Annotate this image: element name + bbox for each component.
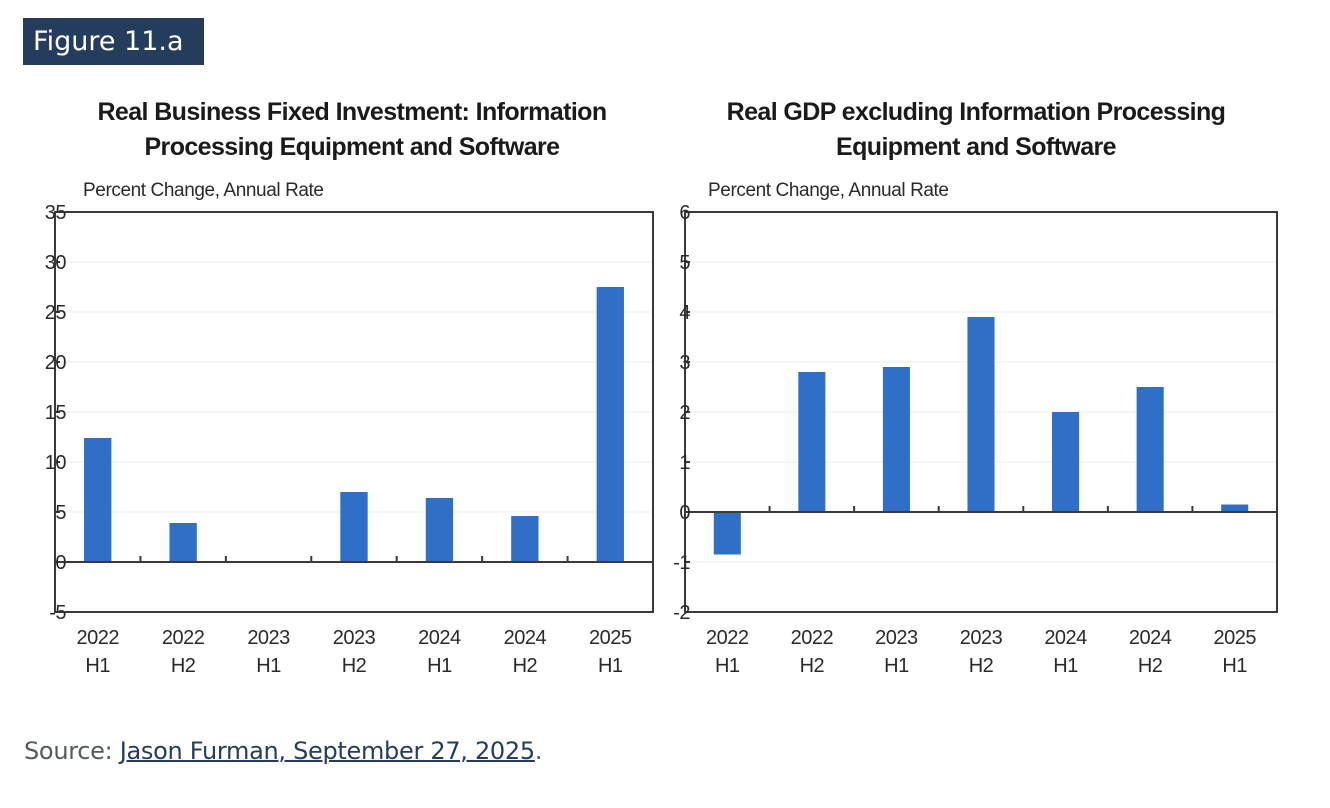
x-tick-label-half: H1: [256, 655, 281, 677]
x-tick-label-year: 2025: [589, 627, 632, 649]
bar-2022-h2: [169, 523, 197, 562]
x-tick-label-half: H1: [1222, 655, 1247, 677]
source-prefix: Source:: [24, 737, 120, 765]
y-tick-label: 4: [679, 302, 690, 324]
x-tick-label-year: 2024: [418, 627, 461, 649]
x-tick-label-half: H1: [884, 655, 909, 677]
y-tick-label: 20: [45, 352, 67, 374]
bar-2022-h1: [713, 512, 741, 555]
x-tick-label-year: 2024: [1129, 627, 1172, 649]
y-axis-unit-label: Percent Change, Annual Rate: [83, 180, 324, 201]
x-tick-label-half: H2: [513, 655, 538, 677]
y-tick-label: 3: [679, 352, 690, 374]
figure-label: Figure 11.a: [23, 18, 204, 65]
x-tick-label-half: H1: [715, 655, 740, 677]
chart-title-line: Processing Equipment and Software: [144, 133, 560, 161]
chart-title-line: Equipment and Software: [836, 133, 1117, 161]
y-tick-label: -5: [49, 602, 66, 624]
x-tick-label-half: H1: [85, 655, 110, 677]
chart-title-line: Real GDP excluding Information Processin…: [727, 98, 1226, 126]
chart-title-line: Real Business Fixed Investment: Informat…: [97, 98, 606, 126]
x-tick-label-year: 2023: [960, 627, 1003, 649]
y-tick-label: 5: [55, 502, 66, 524]
bar-2023-h2: [340, 492, 368, 562]
x-tick-label-year: 2022: [76, 627, 119, 649]
bar-2023-h2: [967, 317, 995, 512]
x-tick-label-year: 2022: [791, 627, 834, 649]
chart-right: Real GDP excluding Information Processin…: [673, 98, 1278, 677]
y-tick-label: 25: [45, 302, 67, 324]
bar-2024-h2: [511, 516, 539, 562]
x-tick-label-year: 2023: [875, 627, 918, 649]
x-tick-label-year: 2024: [504, 627, 547, 649]
bar-2022-h2: [798, 372, 826, 512]
bar-2022-h1: [84, 438, 112, 562]
y-tick-label: 5: [679, 252, 690, 274]
x-tick-label-half: H2: [342, 655, 367, 677]
x-tick-label-half: H2: [800, 655, 825, 677]
bar-2023-h1: [882, 367, 910, 512]
y-axis-unit-label: Percent Change, Annual Rate: [708, 180, 949, 201]
x-tick-label-year: 2023: [333, 627, 376, 649]
x-tick-label-half: H2: [171, 655, 196, 677]
y-tick-label: 1: [679, 452, 690, 474]
bar-2025-h1: [1221, 504, 1249, 512]
y-tick-label: 0: [679, 502, 690, 524]
y-tick-label: 2: [679, 402, 690, 424]
chart-left: Real Business Fixed Investment: Informat…: [45, 98, 654, 677]
y-tick-label: -2: [673, 602, 690, 624]
bar-2024-h2: [1136, 387, 1164, 512]
x-tick-label-year: 2024: [1044, 627, 1087, 649]
bar-2024-h1: [425, 498, 454, 562]
source-line: Source: Jason Furman, September 27, 2025…: [24, 737, 542, 765]
x-tick-label-half: H1: [427, 655, 452, 677]
y-tick-label: 30: [45, 252, 67, 274]
x-tick-label-half: H1: [598, 655, 623, 677]
y-tick-label: -1: [673, 552, 690, 574]
y-tick-label: 0: [55, 552, 66, 574]
source-suffix: .: [534, 737, 543, 765]
y-tick-label: 6: [679, 202, 690, 224]
y-tick-label: 35: [45, 202, 67, 224]
y-tick-label: 15: [45, 402, 67, 424]
source-link[interactable]: Jason Furman, September 27, 2025: [119, 737, 535, 765]
y-tick-label: 10: [45, 452, 67, 474]
x-tick-label-year: 2025: [1213, 627, 1256, 649]
bar-2024-h1: [1052, 412, 1080, 512]
x-tick-label-year: 2022: [706, 627, 749, 649]
x-tick-label-year: 2023: [247, 627, 290, 649]
bar-2025-h1: [596, 287, 624, 562]
x-tick-label-half: H1: [1053, 655, 1078, 677]
x-tick-label-half: H2: [1138, 655, 1163, 677]
x-tick-label-year: 2022: [162, 627, 205, 649]
x-tick-label-half: H2: [969, 655, 994, 677]
